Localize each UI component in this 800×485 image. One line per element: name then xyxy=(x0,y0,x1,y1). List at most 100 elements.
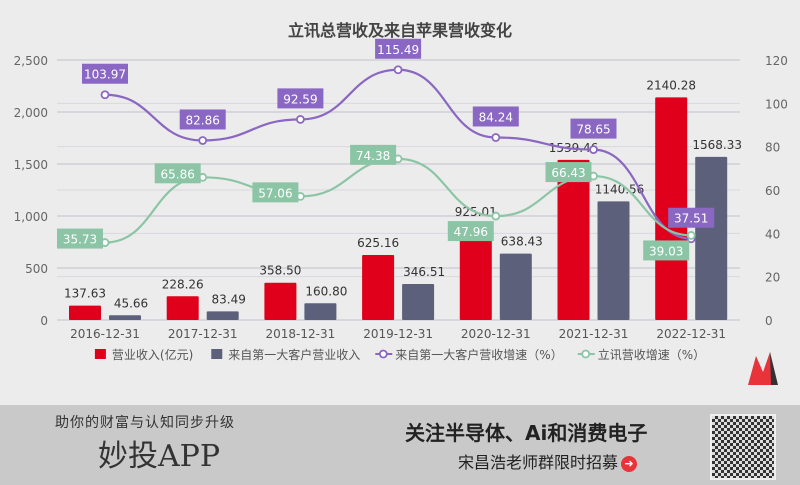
right-tick-label: 60 xyxy=(765,184,780,198)
line-data-label: 115.49 xyxy=(377,43,419,57)
line-data-label: 84.24 xyxy=(479,110,513,124)
data-point xyxy=(686,231,696,240)
bar-data-label: 2140.28 xyxy=(646,78,696,92)
legend-swatch xyxy=(94,349,106,359)
line-data-label: 66.43 xyxy=(551,166,585,180)
legend-swatch xyxy=(581,349,591,359)
legend-label: 营业收入(亿元) xyxy=(112,347,193,362)
bar-apple-revenue xyxy=(402,283,435,320)
data-label-box xyxy=(668,207,715,228)
data-point xyxy=(393,65,403,75)
data-label-box xyxy=(179,109,226,130)
chart: 立讯总营收及来自苹果营收变化 137.63 228.26 358.50 625.16 9… xyxy=(14,21,788,385)
bar-revenue xyxy=(557,159,590,320)
bar-revenue xyxy=(166,296,199,320)
line-data-label: 103.97 xyxy=(84,68,126,82)
left-tick-label: 1,500 xyxy=(14,158,48,172)
bar-revenue xyxy=(459,223,492,320)
bar-revenue xyxy=(362,254,395,320)
data-point xyxy=(491,211,501,221)
bar-revenue xyxy=(264,282,297,320)
slogan: 助你的财富与认知同步升级 xyxy=(55,415,235,431)
legend-item: 来自第一大客户营业收入 xyxy=(211,347,360,362)
data-label-box xyxy=(277,88,324,109)
line-data-label: 92.59 xyxy=(283,92,317,106)
app-name: 妙投APP xyxy=(98,439,221,474)
bar-apple-revenue xyxy=(109,315,141,320)
data-label-box xyxy=(643,240,690,261)
bar-data-label: 1568.33 xyxy=(692,138,742,152)
legend-label: 立讯营收增速（%） xyxy=(598,347,705,362)
right-tick-label: 80 xyxy=(765,141,780,155)
bar-data-label: 160.80 xyxy=(305,284,347,298)
x-tick-label: 2022-12-31 xyxy=(656,327,726,341)
left-tick-label: 1,000 xyxy=(14,210,48,224)
focus-text: 关注半导体、Ai和消费电子 xyxy=(405,421,648,445)
left-tick-label: 0 xyxy=(40,314,48,328)
line-data-label: 78.65 xyxy=(576,123,610,137)
x-tick-label: 2017-12-31 xyxy=(168,327,238,341)
line-data-label: 82.86 xyxy=(186,113,220,127)
bar-data-label: 228.26 xyxy=(162,277,204,291)
data-point xyxy=(295,114,305,124)
promo-banner: 助你的财富与认知同步升级 妙投APP 关注半导体、Ai和消费电子 宋昌浩老师群限… xyxy=(0,405,800,485)
data-label-box xyxy=(57,228,103,249)
data-label-box xyxy=(447,221,494,242)
legend-item: 立讯营收增速（%） xyxy=(577,347,705,362)
bar-apple-revenue xyxy=(597,201,630,320)
line-data-label: 35.73 xyxy=(63,233,97,247)
bar-data-label: 45.66 xyxy=(114,296,148,310)
legend-label: 来自第一大客户营收增速（%） xyxy=(395,347,562,362)
bar-data-label: 137.63 xyxy=(64,287,106,301)
data-label-box xyxy=(252,182,299,203)
left-tick-label: 500 xyxy=(25,262,48,276)
legend-swatch xyxy=(211,349,223,359)
data-label-box xyxy=(154,163,201,184)
left-tick-label: 2,500 xyxy=(14,54,48,68)
arrow-right-circle-icon: ➜ xyxy=(621,456,638,472)
recruit-link[interactable]: 宋昌浩老师群限时招募 ➜ xyxy=(458,453,638,473)
bar-data-label: 358.50 xyxy=(259,264,301,278)
right-tick-label: 120 xyxy=(765,54,788,68)
data-label-box xyxy=(375,38,422,59)
line-data-label: 47.96 xyxy=(454,225,488,239)
bar-apple-revenue xyxy=(695,156,728,320)
bar-data-label: 625.16 xyxy=(357,236,399,250)
left-tick-label: 2,000 xyxy=(14,106,48,120)
right-tick-label: 100 xyxy=(765,97,788,111)
data-label-box xyxy=(545,162,592,183)
chart-title: 立讯总营收及来自苹果营收变化 xyxy=(288,21,512,40)
bar-apple-revenue xyxy=(304,303,337,320)
bar-data-label: 638.43 xyxy=(501,235,543,249)
line-data-label: 57.06 xyxy=(258,186,292,200)
legend-item: 来自第一大客户营收增速（%） xyxy=(375,347,563,362)
line-data-label: 65.86 xyxy=(161,167,195,181)
data-label-box xyxy=(350,144,397,165)
bar-apple-revenue xyxy=(206,311,239,320)
recruit-text: 宋昌浩老师群限时招募 xyxy=(458,453,619,472)
data-point xyxy=(198,136,208,145)
data-label-box xyxy=(570,118,617,139)
right-tick-label: 0 xyxy=(765,314,773,328)
x-tick-label: 2021-12-31 xyxy=(559,327,629,341)
data-point xyxy=(589,145,598,154)
data-label-box xyxy=(82,63,128,84)
line-data-label: 37.51 xyxy=(674,212,708,226)
legend-item: 营业收入(亿元) xyxy=(94,347,193,362)
x-tick-label: 2019-12-31 xyxy=(363,327,433,341)
bar-data-label: 346.51 xyxy=(403,265,445,279)
qr-code-icon xyxy=(710,414,776,480)
x-tick-label: 2018-12-31 xyxy=(266,327,336,341)
logo xyxy=(748,352,778,385)
legend-swatch xyxy=(378,349,388,359)
bar-revenue xyxy=(69,305,101,320)
line-data-label: 74.38 xyxy=(356,149,390,163)
data-label-box xyxy=(472,106,519,127)
right-tick-label: 40 xyxy=(765,227,780,241)
legend-label: 来自第一大客户营业收入 xyxy=(228,347,360,362)
bar-apple-revenue xyxy=(499,253,532,320)
data-point xyxy=(100,90,110,100)
data-point xyxy=(491,133,501,142)
right-tick-label: 20 xyxy=(765,271,780,285)
line-data-label: 39.03 xyxy=(649,244,683,258)
